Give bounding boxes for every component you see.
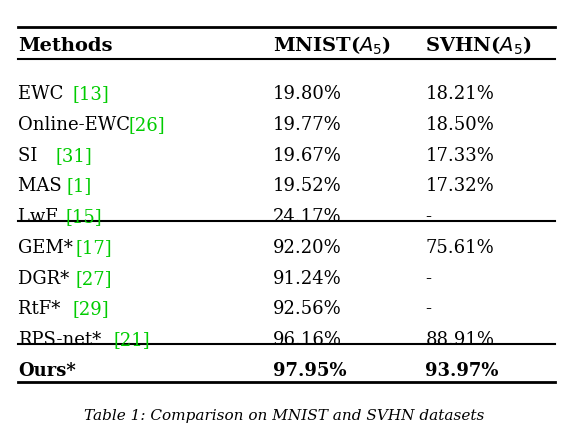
Text: [17]: [17] (76, 239, 112, 257)
Text: 17.32%: 17.32% (425, 178, 494, 195)
Text: 17.33%: 17.33% (425, 147, 494, 165)
Text: 92.20%: 92.20% (273, 239, 341, 257)
Text: -: - (425, 301, 431, 319)
Text: 75.61%: 75.61% (425, 239, 494, 257)
Text: [26]: [26] (128, 116, 165, 134)
Text: Table 1: Comparison on MNIST and SVHN datasets: Table 1: Comparison on MNIST and SVHN da… (84, 409, 484, 423)
Text: [15]: [15] (65, 208, 102, 226)
Text: SI: SI (18, 147, 44, 165)
Text: Online-EWC: Online-EWC (18, 116, 136, 134)
Text: 97.95%: 97.95% (273, 362, 346, 380)
Text: [13]: [13] (72, 85, 109, 103)
Text: DGR*: DGR* (18, 270, 76, 288)
Text: 19.67%: 19.67% (273, 147, 341, 165)
Text: [27]: [27] (76, 270, 112, 288)
Text: [21]: [21] (113, 331, 150, 349)
Text: 18.50%: 18.50% (425, 116, 494, 134)
Text: -: - (425, 270, 431, 288)
Text: MNIST($A_5$): MNIST($A_5$) (273, 35, 391, 57)
Text: 18.21%: 18.21% (425, 85, 494, 103)
Text: 19.52%: 19.52% (273, 178, 341, 195)
Text: 24.17%: 24.17% (273, 208, 341, 226)
Text: Ours*: Ours* (18, 362, 76, 380)
Text: 19.80%: 19.80% (273, 85, 342, 103)
Text: SVHN($A_5$): SVHN($A_5$) (425, 35, 532, 57)
Text: 93.97%: 93.97% (425, 362, 499, 380)
Text: 92.56%: 92.56% (273, 301, 341, 319)
Text: EWC: EWC (18, 85, 69, 103)
Text: 19.77%: 19.77% (273, 116, 341, 134)
Text: GEM*: GEM* (18, 239, 79, 257)
Text: RPS-net*: RPS-net* (18, 331, 102, 349)
Text: RtF*: RtF* (18, 301, 66, 319)
Text: LwF: LwF (18, 208, 64, 226)
Text: [29]: [29] (73, 301, 109, 319)
Text: -: - (425, 208, 431, 226)
Text: [31]: [31] (55, 147, 92, 165)
Text: Methods: Methods (18, 37, 113, 55)
Text: 91.24%: 91.24% (273, 270, 341, 288)
Text: MAS: MAS (18, 178, 68, 195)
Text: 88.91%: 88.91% (425, 331, 494, 349)
Text: 96.16%: 96.16% (273, 331, 342, 349)
Text: [1]: [1] (66, 178, 91, 195)
